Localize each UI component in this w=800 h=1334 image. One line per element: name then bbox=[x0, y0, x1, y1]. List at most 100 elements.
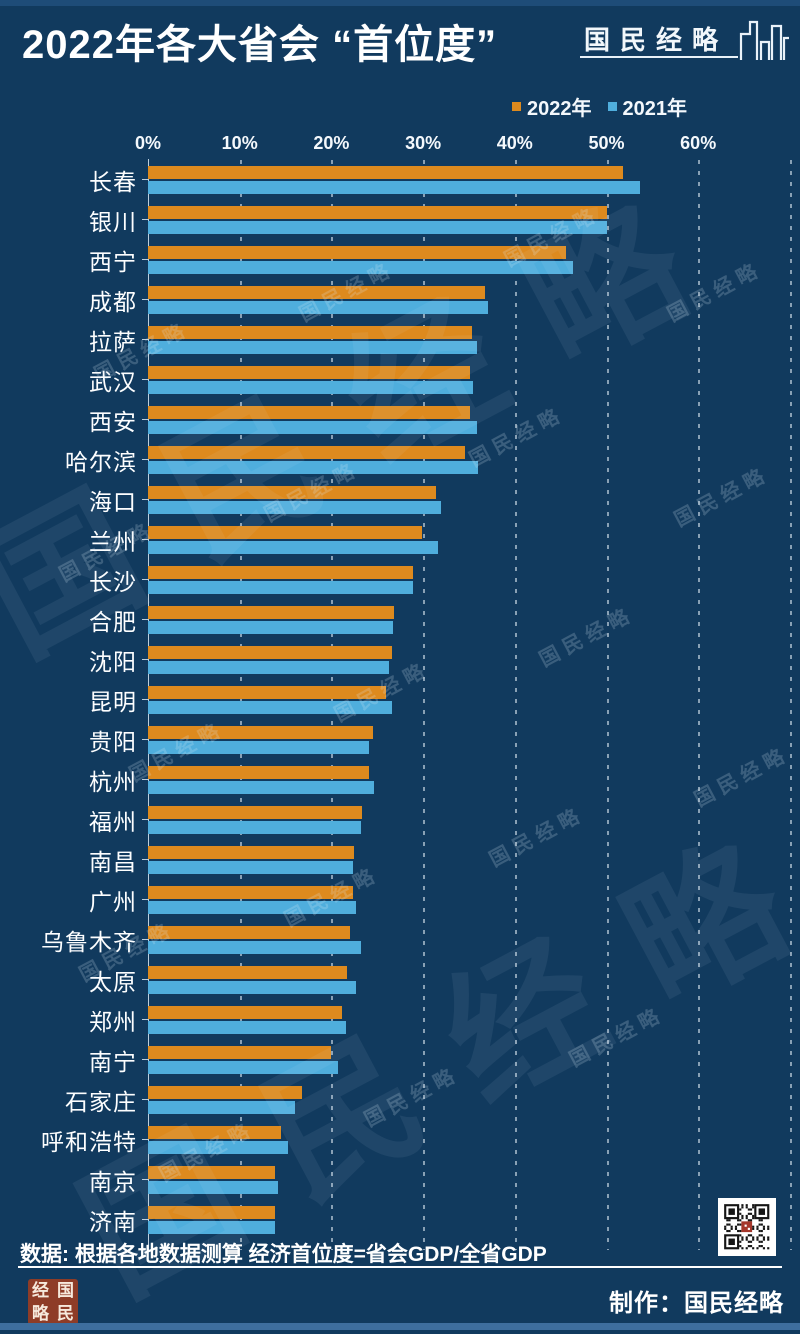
bar-2021年 bbox=[148, 421, 478, 434]
bar-2022年 bbox=[148, 646, 392, 659]
bar-row: 昆明 bbox=[0, 683, 800, 723]
city-label: 广州 bbox=[89, 889, 137, 915]
bar-2022年 bbox=[148, 326, 472, 339]
bar-row: 西安 bbox=[0, 403, 800, 443]
credit-label: 制作：国民经略 bbox=[609, 1290, 784, 1317]
city-label: 长春 bbox=[89, 169, 137, 195]
bar-row: 贵阳 bbox=[0, 723, 800, 763]
city-label: 哈尔滨 bbox=[65, 449, 137, 475]
y-axis-tick bbox=[142, 659, 148, 660]
city-label: 福州 bbox=[89, 809, 137, 835]
y-axis-tick bbox=[142, 819, 148, 820]
bar-2021年 bbox=[148, 781, 374, 794]
bar-row: 沈阳 bbox=[0, 643, 800, 683]
qr-code bbox=[718, 1198, 776, 1256]
bar-2022年 bbox=[148, 1166, 275, 1179]
y-axis-tick bbox=[142, 979, 148, 980]
bar-2021年 bbox=[148, 741, 369, 754]
bar-row: 成都 bbox=[0, 283, 800, 323]
y-axis-tick bbox=[142, 739, 148, 740]
bar-2022年 bbox=[148, 166, 623, 179]
legend-swatch-icon bbox=[607, 102, 617, 111]
brand-seal: 经 国 略 民 bbox=[28, 1279, 78, 1325]
bar-2022年 bbox=[148, 846, 355, 859]
legend-item: 2022年 bbox=[512, 92, 592, 121]
bar-2021年 bbox=[148, 261, 573, 274]
y-axis-tick bbox=[142, 1219, 148, 1220]
brand-logo: 国民经略 bbox=[580, 12, 790, 64]
y-axis-tick bbox=[142, 299, 148, 300]
y-axis-tick bbox=[142, 179, 148, 180]
y-axis-tick bbox=[142, 619, 148, 620]
city-label: 南京 bbox=[89, 1169, 137, 1195]
bar-row: 福州 bbox=[0, 803, 800, 843]
y-axis-tick bbox=[142, 899, 148, 900]
city-label: 乌鲁木齐 bbox=[41, 929, 137, 955]
city-label: 兰州 bbox=[89, 529, 137, 555]
y-axis-tick bbox=[142, 339, 148, 340]
bar-row: 海口 bbox=[0, 483, 800, 523]
bar-2022年 bbox=[148, 486, 436, 499]
bar-2021年 bbox=[148, 1141, 289, 1154]
bar-2022年 bbox=[148, 606, 394, 619]
bar-2021年 bbox=[148, 501, 441, 514]
y-axis-tick bbox=[142, 1019, 148, 1020]
bar-2022年 bbox=[148, 446, 466, 459]
y-axis-tick bbox=[142, 459, 148, 460]
bar-row: 西宁 bbox=[0, 243, 800, 283]
gridline bbox=[698, 160, 701, 1250]
gridline bbox=[423, 160, 426, 1250]
bar-2021年 bbox=[148, 541, 438, 554]
bar-2021年 bbox=[148, 1181, 279, 1194]
source-note: 数据: 根据各地数据测算 经济首位度=省会GDP/全省GDP bbox=[20, 1243, 547, 1266]
bar-row: 太原 bbox=[0, 963, 800, 1003]
bar-row: 长沙 bbox=[0, 563, 800, 603]
y-axis-tick bbox=[142, 379, 148, 380]
y-axis-tick bbox=[142, 259, 148, 260]
city-label: 成都 bbox=[89, 289, 137, 315]
bar-row: 南京 bbox=[0, 1163, 800, 1203]
x-axis-tick-label: 40% bbox=[496, 133, 533, 153]
y-axis-tick bbox=[142, 579, 148, 580]
bar-row: 哈尔滨 bbox=[0, 443, 800, 483]
bar-2021年 bbox=[148, 1221, 276, 1234]
brand-logo-underline bbox=[580, 56, 738, 58]
bar-2021年 bbox=[148, 1021, 347, 1034]
gridline bbox=[606, 160, 609, 1250]
bar-2021年 bbox=[148, 581, 413, 594]
bar-row: 石家庄 bbox=[0, 1083, 800, 1123]
bar-row: 郑州 bbox=[0, 1003, 800, 1043]
bar-2022年 bbox=[148, 1206, 276, 1219]
y-axis-tick bbox=[142, 1059, 148, 1060]
bar-2022年 bbox=[148, 1006, 343, 1019]
y-axis-tick bbox=[142, 539, 148, 540]
bar-2021年 bbox=[148, 1101, 295, 1114]
bar-2021年 bbox=[148, 341, 478, 354]
bar-2021年 bbox=[148, 941, 361, 954]
city-label: 长沙 bbox=[89, 569, 137, 595]
footer-divider bbox=[18, 1266, 782, 1268]
bar-2022年 bbox=[148, 686, 387, 699]
bar-2021年 bbox=[148, 221, 607, 234]
x-axis-tick-label: 10% bbox=[221, 133, 258, 153]
bar-2021年 bbox=[148, 821, 361, 834]
bar-2022年 bbox=[148, 286, 485, 299]
y-axis-tick bbox=[142, 419, 148, 420]
city-label: 杭州 bbox=[89, 769, 137, 795]
city-label: 南宁 bbox=[89, 1049, 137, 1075]
bar-2021年 bbox=[148, 301, 489, 314]
page-title: 2022年各大省会 “首位度” bbox=[22, 23, 498, 67]
legend-label: 2022年 bbox=[527, 98, 592, 120]
y-axis-tick bbox=[142, 1099, 148, 1100]
seal-char: 略 bbox=[32, 1304, 49, 1323]
city-label: 沈阳 bbox=[89, 649, 137, 675]
bar-2021年 bbox=[148, 901, 357, 914]
city-label: 西宁 bbox=[89, 249, 137, 275]
y-axis-tick bbox=[142, 939, 148, 940]
x-axis-tick-label: 20% bbox=[313, 133, 350, 153]
legend-label: 2021年 bbox=[622, 98, 688, 120]
legend-item: 2021年 bbox=[607, 92, 688, 121]
bar-2022年 bbox=[148, 406, 470, 419]
city-label: 武汉 bbox=[89, 369, 137, 395]
city-label: 拉萨 bbox=[89, 329, 137, 355]
